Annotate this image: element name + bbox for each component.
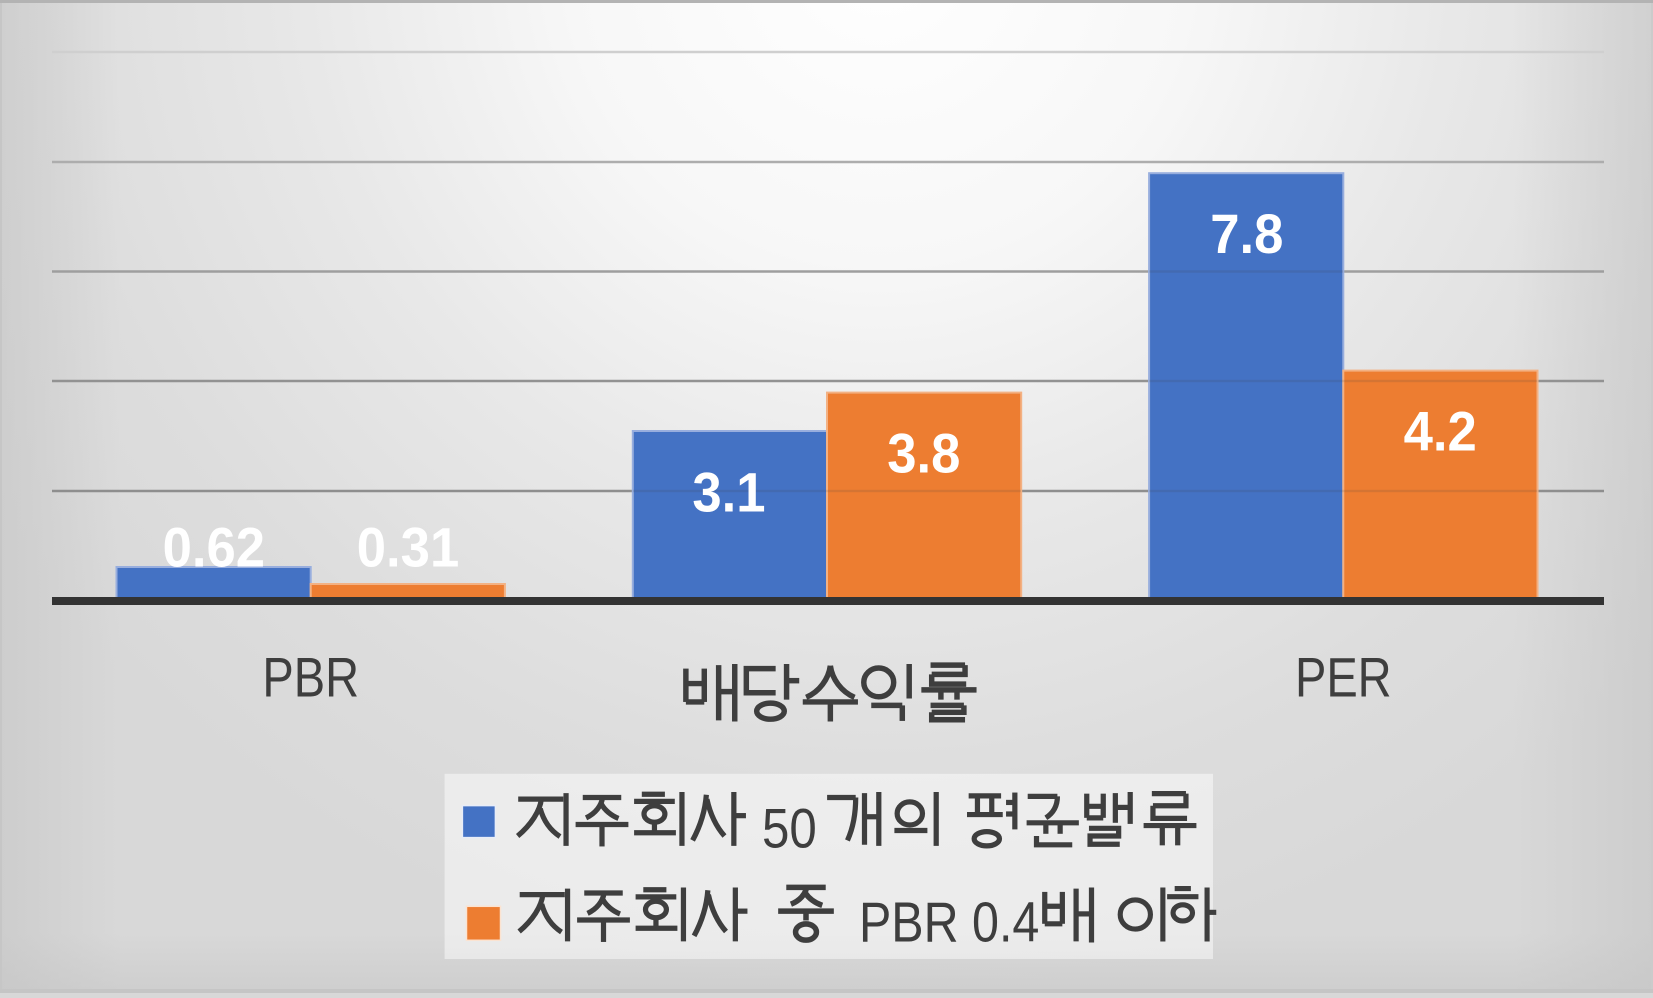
svg-text:3.8: 3.8 [887, 422, 960, 485]
svg-text:PER: PER [1295, 646, 1392, 709]
svg-text:0.31: 0.31 [357, 516, 459, 579]
svg-text:PBR 0.4: PBR 0.4 [859, 891, 1039, 955]
svg-text:4.2: 4.2 [1404, 400, 1477, 463]
svg-text:50: 50 [762, 798, 817, 861]
svg-text:PBR: PBR [262, 646, 359, 709]
svg-text:0.62: 0.62 [163, 516, 265, 579]
svg-text:7.8: 7.8 [1210, 202, 1283, 265]
svg-text:3.1: 3.1 [692, 461, 765, 524]
